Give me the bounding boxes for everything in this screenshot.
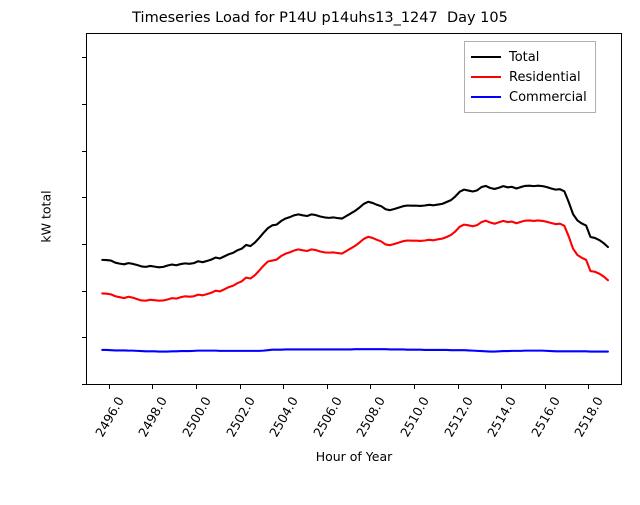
x-tick-mark bbox=[413, 385, 415, 389]
y-tick-mark bbox=[82, 197, 86, 199]
x-tick-mark bbox=[588, 385, 590, 389]
y-axis-label: kW total bbox=[38, 190, 54, 243]
series-line-residential bbox=[101, 219, 609, 302]
legend-label: Residential bbox=[509, 69, 581, 85]
legend-label: Total bbox=[509, 49, 540, 65]
y-tick-mark bbox=[82, 290, 86, 292]
x-tick-mark bbox=[544, 385, 546, 389]
x-axis-label: Hour of Year bbox=[315, 449, 393, 464]
y-tick-mark bbox=[82, 150, 86, 152]
x-tick-mark bbox=[370, 385, 372, 389]
x-tick-mark bbox=[108, 385, 110, 389]
x-tick-mark bbox=[152, 385, 154, 389]
legend-swatch-total bbox=[471, 56, 501, 58]
series-line-commercial bbox=[101, 348, 609, 353]
x-tick-mark bbox=[195, 385, 197, 389]
legend-item-total[interactable]: Total bbox=[471, 47, 587, 67]
x-tick-mark bbox=[283, 385, 285, 389]
y-tick-mark bbox=[82, 57, 86, 59]
x-tick-mark bbox=[239, 385, 241, 389]
x-tick-mark bbox=[457, 385, 459, 389]
legend-item-residential[interactable]: Residential bbox=[471, 67, 587, 87]
y-tick-mark bbox=[82, 244, 86, 245]
legend-swatch-residential bbox=[471, 76, 501, 78]
chart-legend: Total Residential Commercial bbox=[464, 41, 596, 113]
y-tick-mark bbox=[82, 384, 86, 385]
plot-area bbox=[86, 33, 622, 385]
legend-item-commercial[interactable]: Commercial bbox=[471, 87, 587, 107]
x-tick-mark bbox=[326, 385, 328, 389]
x-tick-mark bbox=[501, 385, 503, 389]
chart-figure: Timeseries Load for P14U p14uhs13_1247 D… bbox=[38, 10, 622, 464]
chart-title: Timeseries Load for P14U p14uhs13_1247 D… bbox=[132, 10, 508, 26]
y-tick-mark bbox=[82, 337, 86, 339]
legend-swatch-commercial bbox=[471, 96, 501, 98]
legend-label: Commercial bbox=[509, 89, 587, 105]
y-tick-mark bbox=[82, 104, 86, 105]
series-lines bbox=[101, 184, 609, 353]
series-line-total bbox=[101, 184, 609, 269]
